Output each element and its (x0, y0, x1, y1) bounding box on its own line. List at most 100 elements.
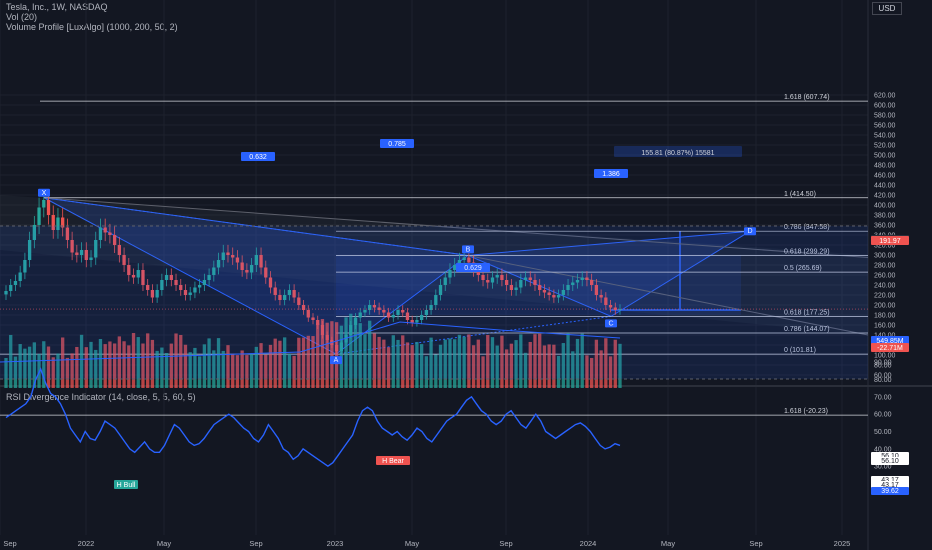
volume-bar (127, 345, 131, 388)
volume-bar (287, 353, 292, 388)
volume-bar (136, 337, 140, 388)
candle-body (112, 235, 117, 245)
price-tick-label: 440.00 (874, 183, 896, 190)
candle-body (42, 200, 46, 208)
volume-bar (183, 344, 188, 388)
candle-body (65, 227, 70, 240)
pattern-point-X: X (42, 190, 47, 197)
price-tick-label: 80.00 (874, 363, 892, 370)
price-tick-label: 380.00 (874, 213, 896, 220)
rsi-value-label-bg (871, 487, 909, 495)
candle-body (561, 290, 565, 295)
time-axis-label: Sep (249, 539, 262, 548)
volume-bar (325, 322, 329, 388)
candle-body (467, 257, 471, 263)
currency-selector[interactable]: USD (872, 2, 902, 15)
volume-bar (604, 338, 608, 388)
volume-bar (585, 355, 589, 388)
volume-bar (240, 350, 244, 388)
volume-bar (98, 338, 103, 388)
candle-body (264, 267, 268, 278)
candle-body (46, 200, 51, 215)
volume-bar (273, 338, 277, 388)
volume-bar (613, 339, 617, 388)
candle-body (136, 270, 140, 278)
candle-body (231, 255, 235, 258)
volume-bar (188, 352, 192, 388)
candle-body (358, 312, 362, 318)
volume-bar (75, 346, 79, 388)
volume-bar (112, 343, 117, 388)
fib-level-label: 0.786 (144.07) (784, 326, 830, 333)
pattern-xb-line (43, 197, 469, 256)
candle-body (292, 290, 296, 298)
fib-level-label: 0.618 (177.25) (784, 309, 830, 316)
candle-body (249, 265, 254, 273)
candle-body (504, 280, 509, 285)
candle-body (566, 285, 570, 290)
volume-bar (164, 352, 169, 388)
candle-body (500, 275, 504, 280)
volume-bar (103, 344, 107, 388)
candle-body (401, 310, 405, 313)
volume-bar (528, 341, 532, 388)
volume-bar (46, 346, 51, 388)
candle-body (618, 309, 622, 310)
candle-body (556, 295, 561, 298)
candle-body (183, 290, 188, 295)
candle-body (9, 285, 13, 291)
price-tick-label: 160.00 (874, 323, 896, 330)
candle-body (585, 277, 589, 280)
volume-bar (486, 334, 490, 388)
volume-value-label-bg (871, 336, 909, 345)
candle-body (70, 240, 74, 253)
rsi-indicator-label[interactable]: RSI Divergence Indicator (14, close, 5, … (6, 392, 196, 402)
time-axis-label: May (157, 539, 171, 548)
candle-body (122, 255, 126, 265)
candle-body (84, 250, 88, 260)
projection-label-bg (614, 146, 742, 157)
rsi-tick-label: 80.00 (874, 377, 892, 384)
volume-bar (292, 355, 296, 388)
candle-body (278, 295, 282, 300)
candle-body (89, 257, 93, 260)
candle-body (462, 257, 466, 260)
volume-bar (65, 357, 70, 388)
candle-body (297, 297, 301, 305)
candle-body (523, 277, 528, 280)
candle-body (212, 267, 216, 275)
candle-body (235, 257, 240, 263)
volume-bar (334, 322, 339, 388)
volume-bar (533, 334, 537, 388)
candle-body (410, 320, 414, 323)
volume-bar (542, 345, 547, 388)
volume-bar (141, 343, 145, 388)
volume-bar (363, 334, 367, 388)
volume-bar (301, 337, 306, 388)
candle-body (481, 275, 485, 280)
volume-bar (377, 336, 381, 388)
volume-bar (84, 347, 88, 388)
volume-bar (457, 334, 462, 388)
volume-bar (594, 339, 599, 388)
fib-level-label: 1.618 (-20.23) (784, 408, 828, 415)
volume-bar (283, 337, 287, 388)
volume-bar (523, 352, 528, 388)
volume-bars (4, 313, 622, 388)
volume-bar (382, 339, 386, 388)
candle-body (18, 272, 22, 281)
candle-body (509, 285, 514, 290)
volume-bar (538, 333, 542, 388)
volume-bar (566, 333, 570, 388)
channel-lower-line (467, 255, 869, 336)
candle-body (221, 252, 225, 260)
candle-body (117, 245, 122, 255)
price-tick-label: 180.00 (874, 313, 896, 320)
volume-indicator-label[interactable]: Vol (20) (6, 12, 38, 22)
pattern-ratio-label: 0.785 (388, 141, 406, 148)
volume-profile-indicator-label[interactable]: Volume Profile [LuxAlgo] (1000, 200, 50,… (6, 22, 178, 32)
candle-body (23, 260, 27, 273)
volume-bar (344, 317, 348, 388)
fib-level-label: 0 (101.81) (784, 347, 816, 354)
